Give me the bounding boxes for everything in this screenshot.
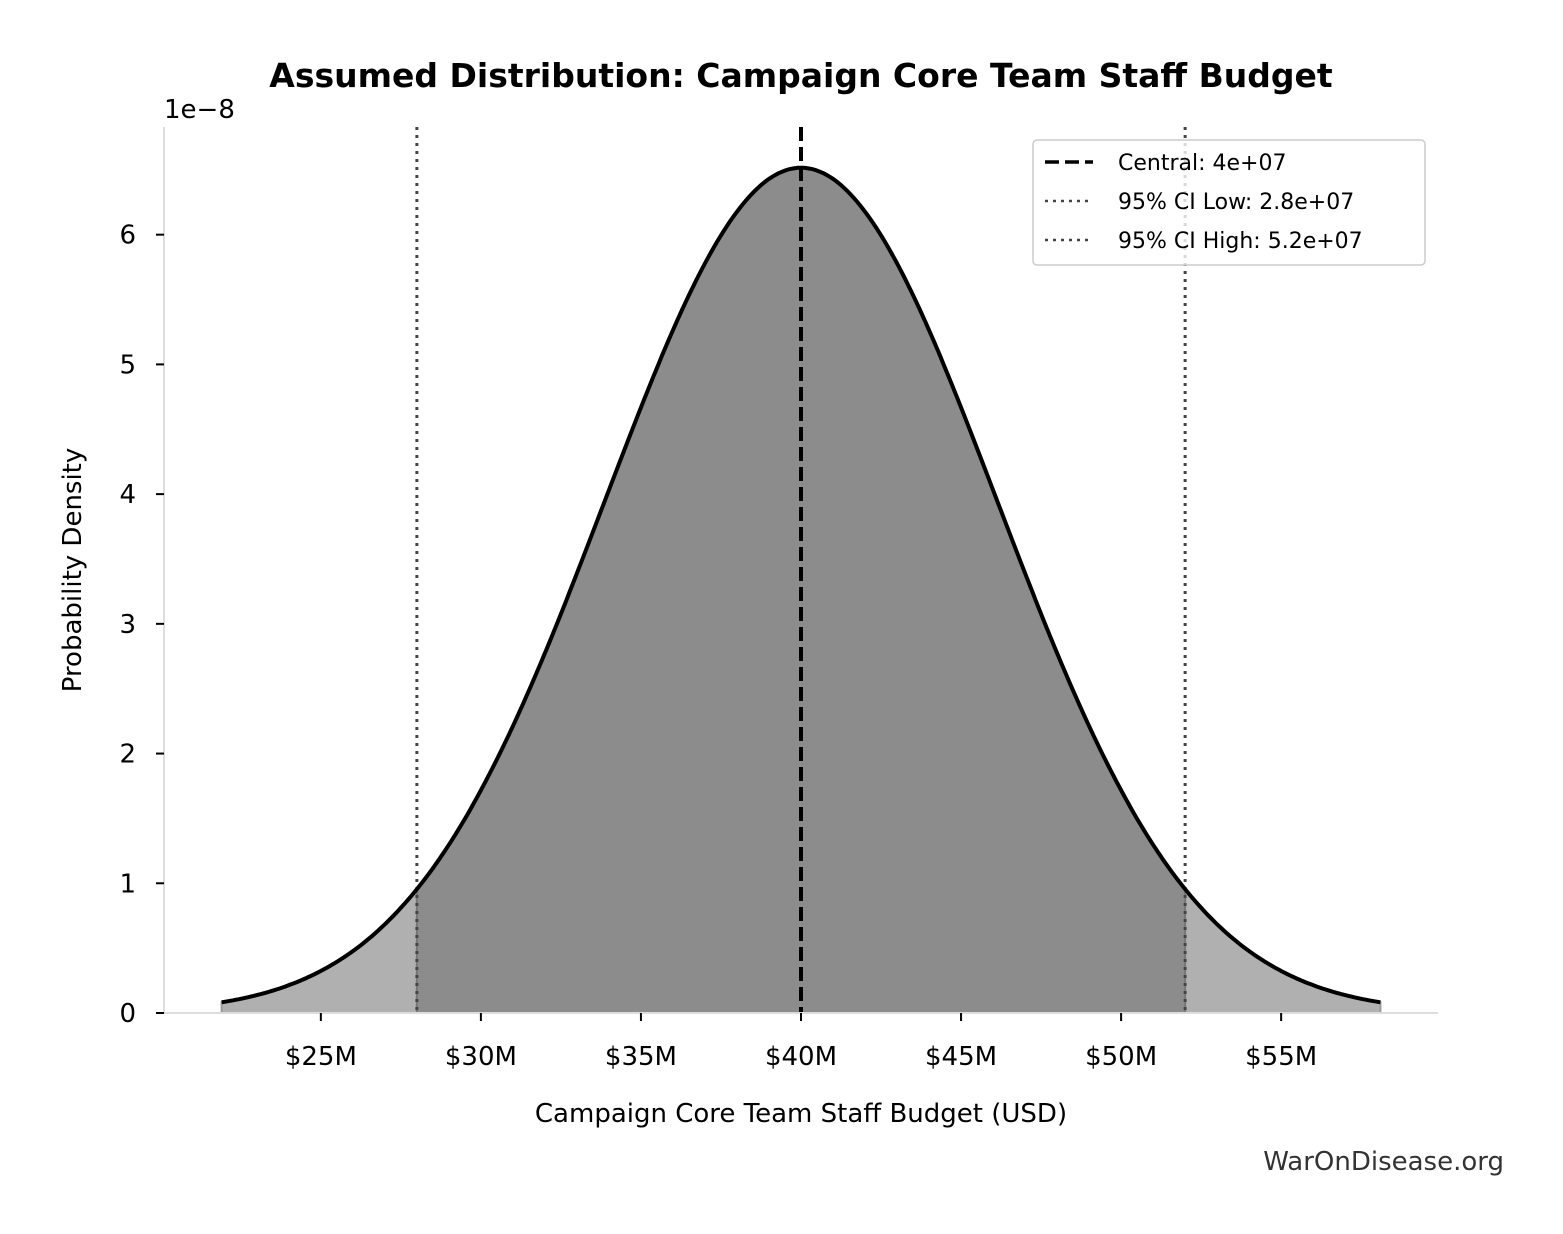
y-tick-label: 4 [119, 480, 136, 510]
left-tail-fill [220, 886, 418, 1014]
density-curve [221, 165, 1381, 1005]
y-offset-label: 1e−8 [164, 95, 235, 125]
y-tick-label: 6 [119, 221, 136, 251]
x-axis-label: Campaign Core Team Staff Budget (USD) [535, 1099, 1067, 1129]
y-tick-label: 1 [119, 869, 136, 899]
x-tick-label: $25M [285, 1042, 357, 1072]
x-tick-label: $30M [445, 1042, 517, 1072]
x-tick-label: $45M [925, 1042, 997, 1072]
legend-label-central: Central: 4e+07 [1118, 151, 1286, 176]
chart-title: Assumed Distribution: Campaign Core Team… [269, 56, 1333, 95]
y-tick-label: 2 [119, 740, 136, 770]
watermark: WarOnDisease.org [1263, 1147, 1504, 1177]
x-tick-label: $40M [765, 1042, 837, 1072]
legend: Central: 4e+07 95% CI Low: 2.8e+07 95% C… [1032, 139, 1426, 266]
right-tail-fill [1184, 886, 1382, 1014]
x-tick-label: $50M [1085, 1042, 1157, 1072]
x-tick-label: $55M [1245, 1042, 1317, 1072]
y-tick-label: 3 [119, 610, 136, 640]
legend-label-ci-high: 95% CI High: 5.2e+07 [1118, 229, 1363, 254]
y-tick-label: 5 [119, 350, 136, 380]
x-tick-label: $35M [605, 1042, 677, 1072]
y-tick-label: 0 [119, 999, 136, 1029]
y-axis-label: Probability Density [58, 448, 88, 693]
legend-label-ci-low: 95% CI Low: 2.8e+07 [1118, 190, 1354, 215]
legend-box [1032, 139, 1426, 266]
